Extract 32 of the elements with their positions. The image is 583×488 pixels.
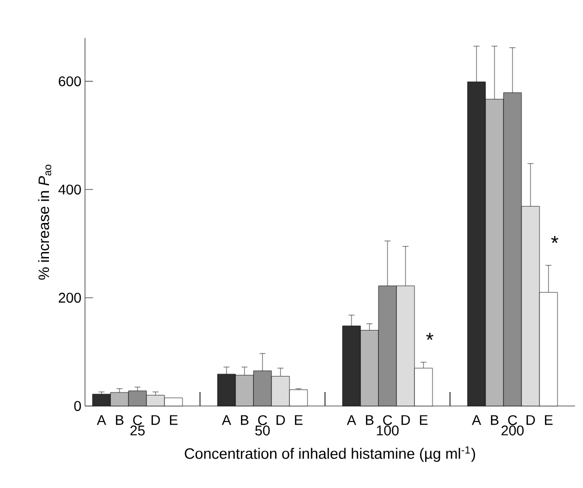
text: B [366, 415, 374, 425]
annotation: * [426, 332, 434, 340]
y-tick-label: 0 [74, 401, 81, 411]
y-tick-label: 200 [58, 292, 81, 303]
text: E [544, 415, 553, 425]
text: D [276, 415, 285, 425]
text: C [508, 415, 518, 426]
annotation: * [551, 236, 558, 244]
text: E [294, 415, 303, 425]
text: C [258, 415, 268, 426]
y-tick-label: 400 [58, 184, 81, 194]
x-tick-label: 25 [130, 426, 145, 436]
text: C [383, 415, 392, 426]
text: D [402, 415, 410, 425]
x-tick-label: 50 [255, 426, 270, 436]
x-tick-label: 100 [376, 426, 399, 436]
series-label: C [133, 415, 142, 426]
x-tick-label: 200 [502, 426, 524, 436]
series-label: A [96, 415, 106, 425]
text: B [490, 415, 498, 425]
series-label: B [116, 415, 124, 425]
x-axis-title: Concentration of inhaled histamine (µg ml$^{-1}$) [184, 446, 476, 462]
text: E [420, 415, 428, 425]
y-axis-title: % increase in P$_{ao}$ [38, 164, 52, 280]
text: A [222, 415, 232, 425]
text: D [526, 415, 535, 425]
series-label: D [152, 415, 160, 425]
text: B [240, 415, 248, 425]
text: A [346, 415, 356, 425]
series-label: E [170, 415, 178, 425]
text: A [472, 415, 482, 425]
y-tick-label: 600 [58, 76, 81, 86]
